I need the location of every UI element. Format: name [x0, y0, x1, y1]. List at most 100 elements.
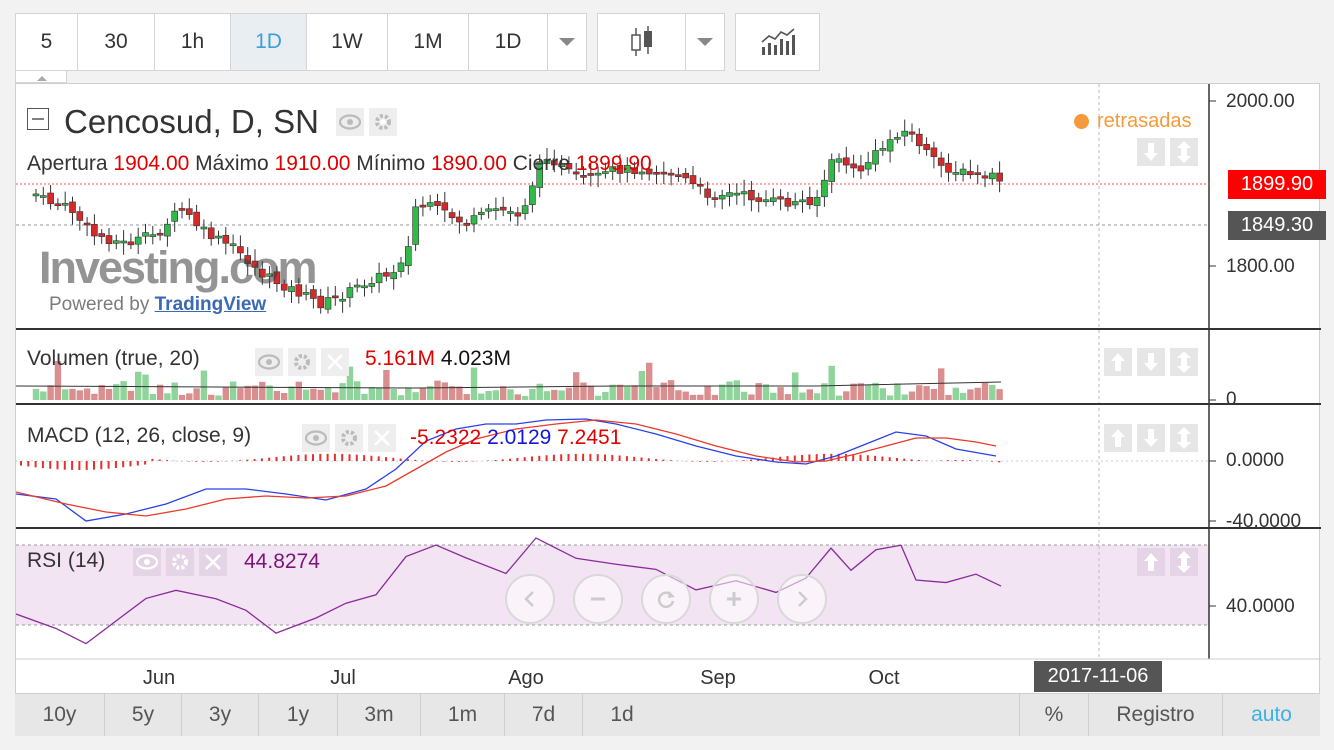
- volume-bar: [288, 386, 295, 400]
- volume-bar: [609, 384, 616, 400]
- candle-body: [76, 211, 84, 221]
- volume-ma-value: 4.023M: [440, 347, 511, 370]
- chart-type-toolbar: [597, 13, 725, 71]
- move-down-button[interactable]: [1137, 424, 1165, 452]
- candle-body: [397, 262, 405, 272]
- scroll-left-button[interactable]: [505, 574, 555, 624]
- auto-scale-toggle[interactable]: auto: [1251, 703, 1292, 726]
- candle-body: [32, 193, 40, 197]
- candle-body: [149, 234, 157, 237]
- range-button-1d[interactable]: 1d: [610, 703, 634, 726]
- arrow-up-icon: [1111, 353, 1125, 371]
- interval-button-5[interactable]: 5: [16, 14, 78, 70]
- candle-body: [164, 223, 171, 237]
- reset-icon: [657, 591, 675, 608]
- percent-toggle[interactable]: %: [1019, 694, 1089, 736]
- volume-settings-button[interactable]: [288, 348, 316, 376]
- volume-bar: [208, 394, 215, 400]
- pane-separator[interactable]: [16, 328, 1321, 330]
- volume-bar: [412, 392, 419, 400]
- volume-bar: [872, 382, 879, 400]
- interval-button-1h[interactable]: 1h: [155, 14, 231, 70]
- zoom-in-button[interactable]: [709, 574, 759, 624]
- high-label: Máximo: [195, 152, 269, 175]
- x-axis-label: Jun: [142, 667, 176, 689]
- move-up-button[interactable]: [1104, 348, 1132, 376]
- range-button-3y[interactable]: 3y: [182, 694, 259, 736]
- reset-button[interactable]: [641, 574, 691, 624]
- chart-type-dropdown-button[interactable]: [686, 14, 724, 70]
- interval-button-1d[interactable]: 1D: [231, 14, 307, 70]
- interval-button-current[interactable]: 1D: [469, 14, 548, 70]
- eye-icon: [258, 354, 280, 370]
- maximize-pane-button[interactable]: [1170, 138, 1198, 166]
- candle-body: [193, 211, 200, 227]
- range-button-1y[interactable]: 1y: [259, 694, 338, 736]
- candle-body: [777, 196, 784, 200]
- rsi-remove-button[interactable]: [199, 548, 227, 576]
- volume-visibility-button[interactable]: [255, 348, 283, 376]
- macd-visibility-button[interactable]: [302, 424, 330, 452]
- candle-body: [171, 210, 178, 222]
- range-button-10y[interactable]: 10y: [15, 694, 105, 736]
- interval-button-1m[interactable]: 1M: [388, 14, 469, 70]
- move-down-button[interactable]: [1137, 348, 1165, 376]
- pane-separator[interactable]: [16, 403, 1321, 405]
- candle-body: [886, 139, 894, 152]
- indicators-button[interactable]: [736, 14, 819, 70]
- macd-remove-button[interactable]: [368, 424, 396, 452]
- tradingview-link[interactable]: TradingView: [154, 294, 267, 315]
- move-up-button[interactable]: [1104, 424, 1132, 452]
- zoom-out-button[interactable]: [573, 574, 623, 624]
- collapse-toolbar-tab[interactable]: [15, 71, 67, 83]
- candle-body: [331, 295, 339, 299]
- settings-button[interactable]: [369, 108, 397, 136]
- volume-bar: [383, 369, 390, 400]
- candle-body: [762, 199, 770, 203]
- move-down-button[interactable]: [1137, 138, 1165, 166]
- candles-button[interactable]: [598, 14, 686, 70]
- candle-body: [638, 171, 646, 175]
- volume-bar: [945, 395, 952, 400]
- interval-button-30[interactable]: 30: [78, 14, 155, 70]
- macd-signal-line: [16, 419, 997, 517]
- volume-bar: [215, 395, 222, 400]
- volume-bar: [62, 389, 69, 400]
- range-button-5y[interactable]: 5y: [105, 694, 182, 736]
- log-scale-toggle[interactable]: Registro: [1089, 694, 1223, 736]
- symbol-title: Cencosud, D, SN: [64, 103, 319, 140]
- volume-remove-button[interactable]: [321, 348, 349, 376]
- pane-separator[interactable]: [16, 527, 1321, 529]
- gear-icon: [341, 430, 357, 446]
- maximize-pane-button[interactable]: [1170, 548, 1198, 576]
- scroll-right-button[interactable]: [777, 574, 827, 624]
- high-value: 1910.00: [274, 152, 351, 175]
- eye-icon: [305, 430, 327, 446]
- volume-bar: [441, 382, 448, 400]
- volume-bar: [500, 386, 507, 400]
- arrow-down-icon: [1144, 353, 1158, 371]
- volume-bar: [770, 392, 777, 400]
- range-button-3m[interactable]: 3m: [338, 694, 421, 736]
- volume-bar: [200, 370, 208, 400]
- volume-bar: [565, 387, 573, 400]
- maximize-pane-button[interactable]: [1170, 424, 1198, 452]
- interval-dropdown-button[interactable]: [548, 14, 586, 70]
- collapse-pane-button[interactable]: [27, 108, 49, 130]
- volume-bar: [908, 391, 916, 400]
- range-button-1m[interactable]: 1m: [421, 694, 505, 736]
- macd-settings-button[interactable]: [335, 424, 363, 452]
- interval-button-1w[interactable]: 1W: [307, 14, 388, 70]
- rsi-visibility-button[interactable]: [133, 548, 161, 576]
- candle-body: [959, 168, 967, 175]
- move-up-button[interactable]: [1137, 548, 1165, 576]
- volume-bar: [784, 394, 792, 400]
- candle-body: [587, 173, 595, 176]
- candle-body: [156, 232, 164, 236]
- visibility-button[interactable]: [336, 108, 364, 136]
- rsi-settings-button[interactable]: [166, 548, 194, 576]
- maximize-pane-button[interactable]: [1170, 348, 1198, 376]
- range-button-7d[interactable]: 7d: [505, 694, 583, 736]
- candle-body: [54, 203, 62, 206]
- chart-area[interactable]: Cencosud, D, SN Apertura 1904.00 Máximo …: [15, 83, 1326, 694]
